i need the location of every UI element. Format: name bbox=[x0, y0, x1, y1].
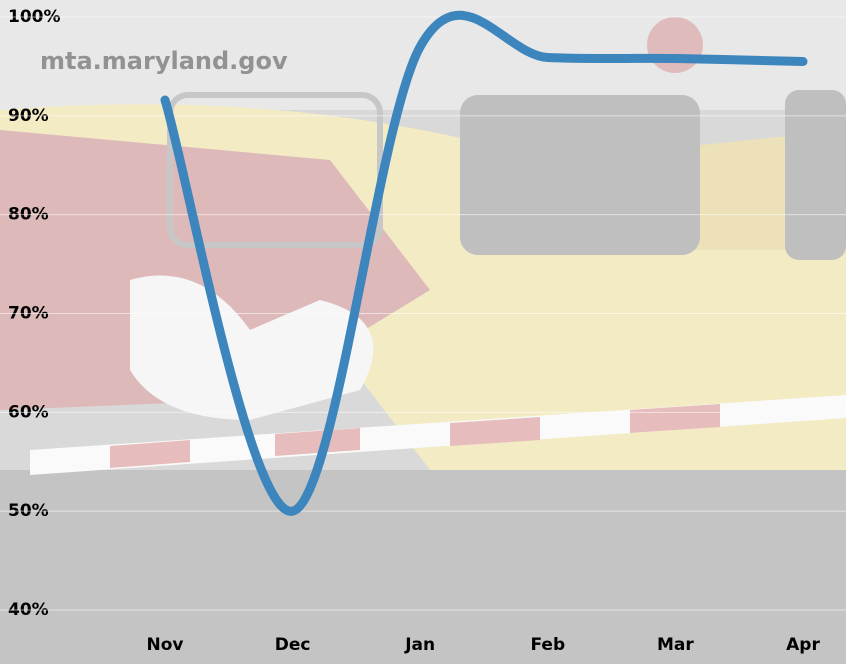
background-photo bbox=[0, 0, 846, 664]
x-tick-label: Dec bbox=[275, 635, 311, 655]
x-tick-label: Mar bbox=[657, 635, 694, 655]
x-tick-label: Nov bbox=[147, 635, 184, 655]
x-tick-label: Apr bbox=[786, 635, 820, 655]
x-tick-label: Feb bbox=[530, 635, 565, 655]
x-tick-label: Jan bbox=[404, 635, 435, 655]
chart: mta.maryland.gov 40%50%60%70%80%90%100%N… bbox=[0, 0, 846, 664]
background-text: mta.maryland.gov bbox=[40, 47, 288, 75]
